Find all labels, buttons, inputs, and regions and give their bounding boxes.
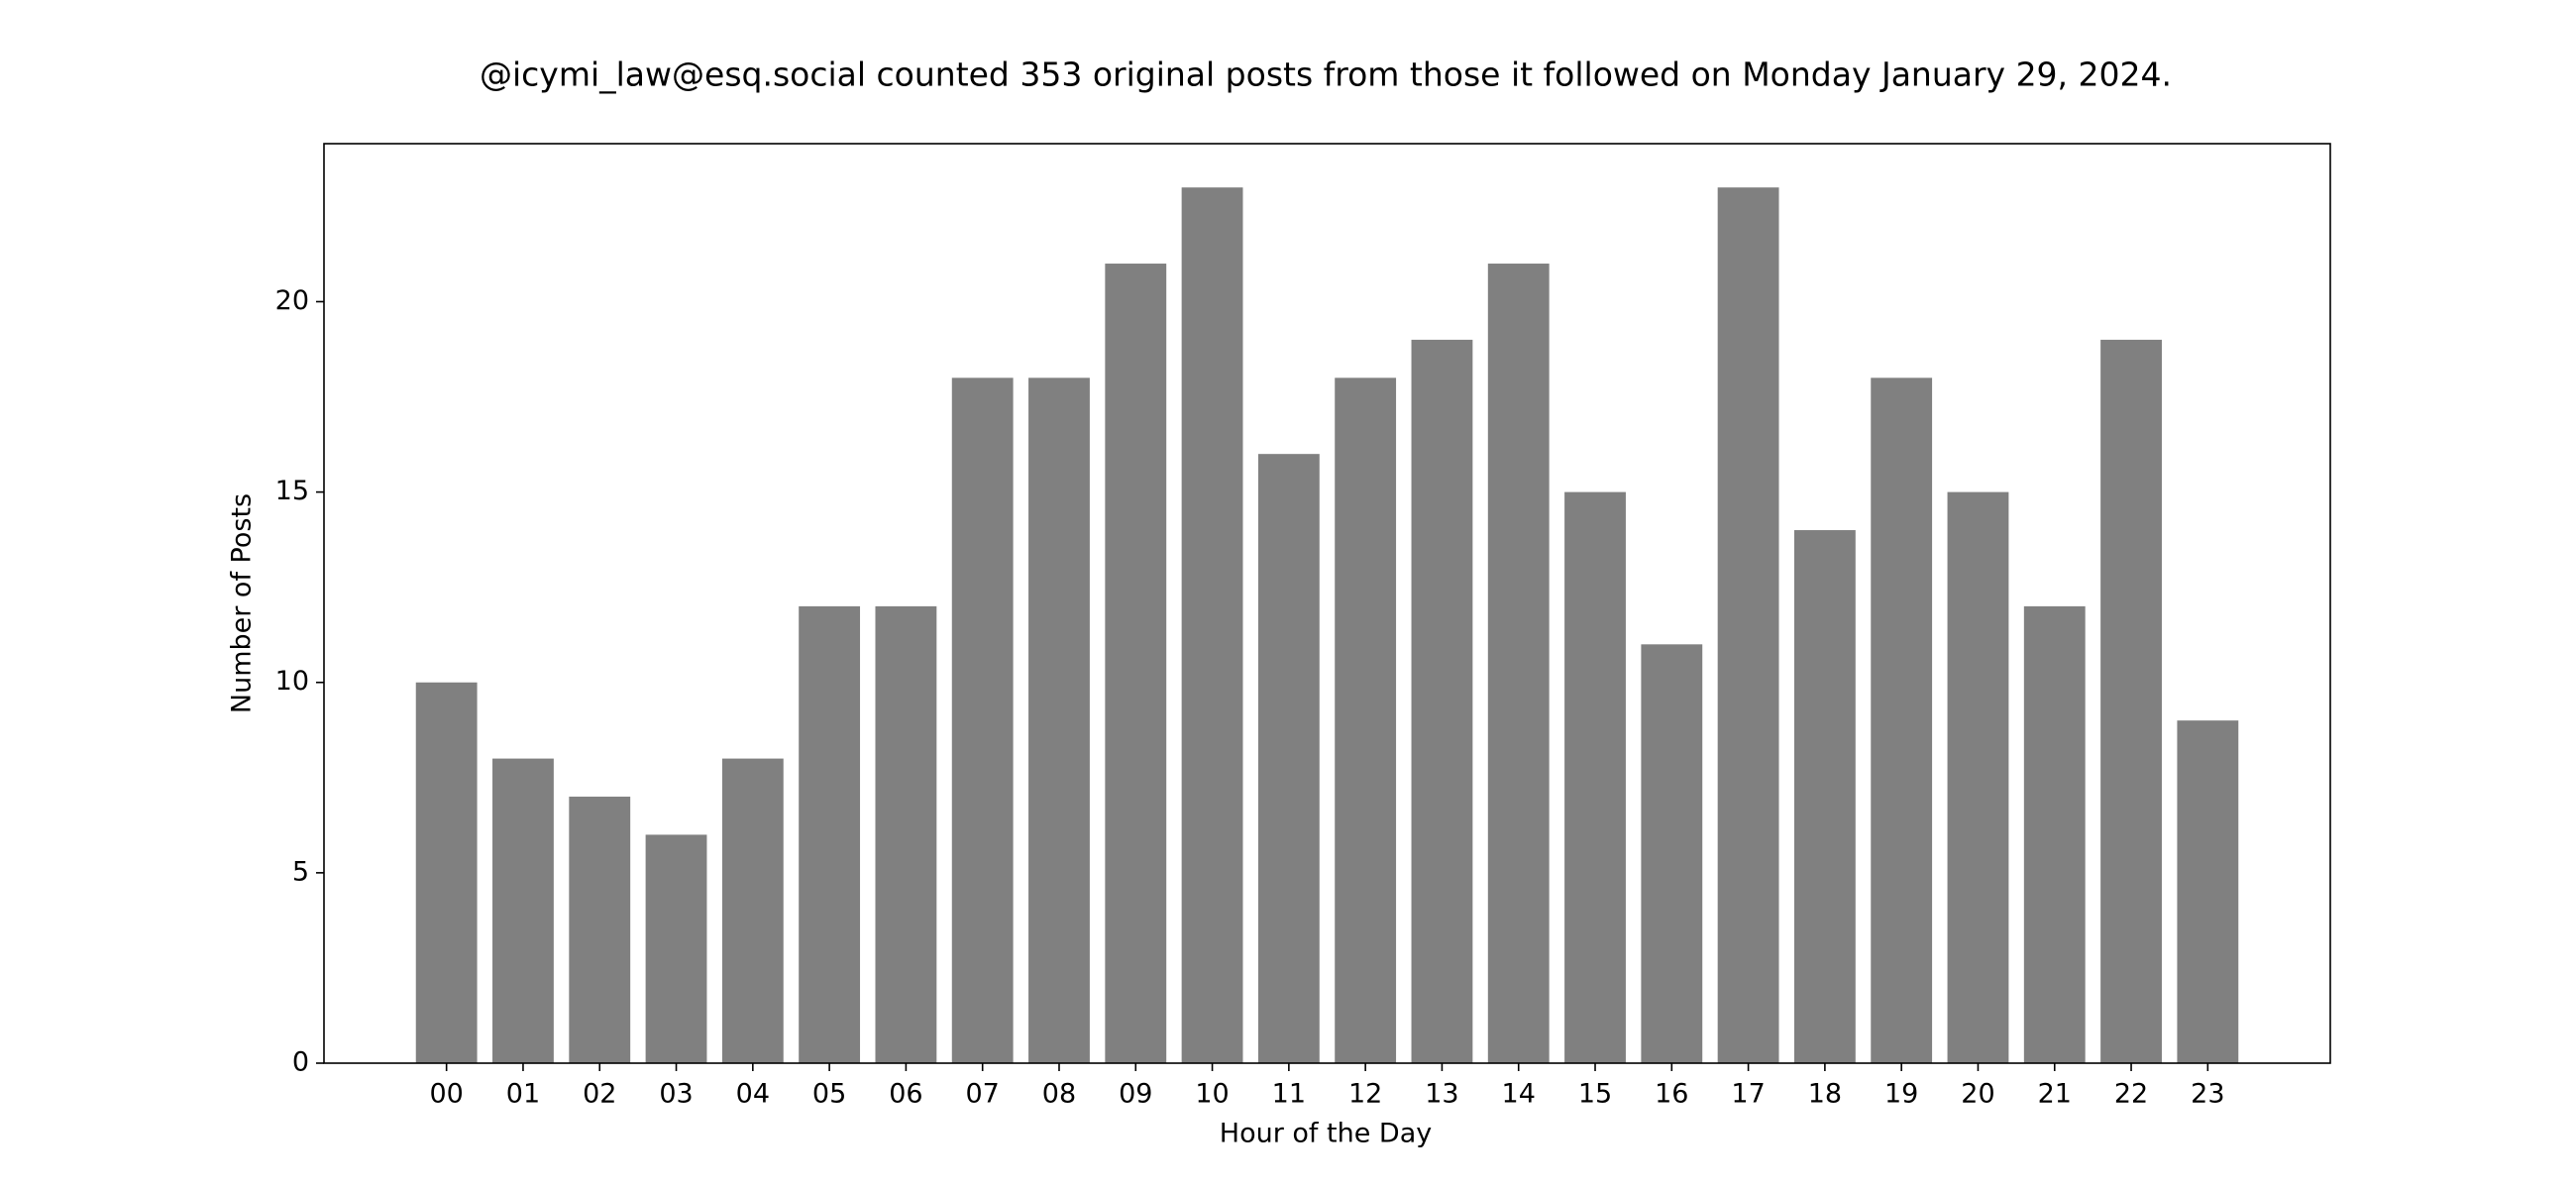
x-tick-label: 21 (2038, 1079, 2072, 1110)
y-tick-label: 15 (275, 476, 309, 506)
y-tick-label: 10 (275, 666, 309, 697)
x-tick-label: 00 (429, 1079, 463, 1110)
bar (1871, 378, 1933, 1063)
bar (492, 758, 554, 1063)
x-tick-label: 13 (1425, 1079, 1458, 1110)
x-tick-label: 10 (1195, 1079, 1229, 1110)
x-axis-label: Hour of the Day (1220, 1119, 1432, 1149)
bar (2100, 339, 2162, 1063)
x-tick-label: 01 (506, 1079, 540, 1110)
x-tick-label: 23 (2191, 1079, 2224, 1110)
x-tick-label: 06 (889, 1079, 922, 1110)
y-axis-label: Number of Posts (227, 493, 258, 713)
x-tick-label: 08 (1042, 1079, 1076, 1110)
x-tick-label: 19 (1884, 1079, 1918, 1110)
bar (2177, 720, 2239, 1063)
y-tick-label: 20 (275, 285, 309, 316)
bar (1641, 644, 1703, 1063)
bar (1181, 187, 1243, 1063)
bar (951, 378, 1014, 1063)
x-tick-label: 07 (966, 1079, 1000, 1110)
bar (1793, 530, 1856, 1063)
x-tick-label: 17 (1731, 1079, 1765, 1110)
bar (1105, 264, 1167, 1064)
bar (1411, 339, 1473, 1063)
y-tick-label: 5 (292, 856, 309, 887)
bar (875, 605, 937, 1063)
y-tick-label: 0 (292, 1047, 309, 1078)
bar (1257, 454, 1320, 1063)
x-tick-label: 12 (1348, 1079, 1382, 1110)
bar (1947, 491, 2009, 1063)
bar (799, 605, 861, 1063)
chart-title: @icymi_law@esq.social counted 353 origin… (480, 55, 2172, 94)
bar (1564, 491, 1626, 1063)
x-tick-label: 14 (1502, 1079, 1536, 1110)
x-tick-label: 04 (736, 1079, 770, 1110)
bar (1028, 378, 1090, 1063)
bar (569, 797, 631, 1063)
x-tick-label: 16 (1655, 1079, 1688, 1110)
plot-frame (323, 143, 2331, 1064)
x-tick-label: 11 (1272, 1079, 1306, 1110)
bar (2023, 605, 2086, 1063)
x-tick-label: 20 (1961, 1079, 1994, 1110)
bar (1487, 264, 1550, 1064)
bar (1717, 187, 1779, 1063)
bar (721, 758, 784, 1063)
bar (415, 682, 478, 1063)
x-tick-label: 22 (2114, 1079, 2148, 1110)
x-tick-label: 15 (1578, 1079, 1612, 1110)
x-tick-label: 09 (1119, 1079, 1152, 1110)
x-tick-label: 02 (583, 1079, 616, 1110)
bar (645, 834, 707, 1063)
bar (1335, 378, 1397, 1063)
x-tick-label: 05 (812, 1079, 846, 1110)
x-tick-label: 03 (659, 1079, 693, 1110)
x-tick-label: 18 (1808, 1079, 1842, 1110)
